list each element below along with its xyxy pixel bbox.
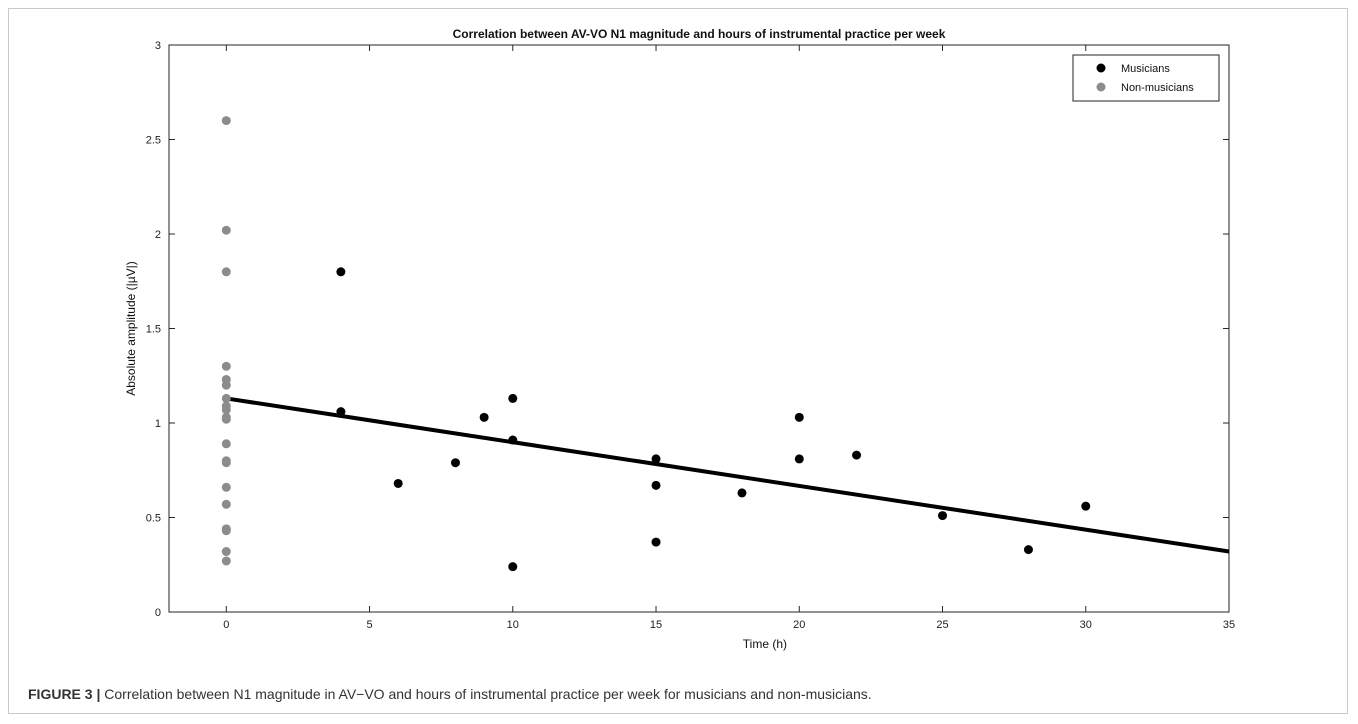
figure-frame bbox=[8, 8, 1348, 714]
point-non-musicians bbox=[221, 482, 231, 492]
x-tick-label: 35 bbox=[1223, 619, 1235, 631]
point-musicians bbox=[508, 393, 518, 403]
x-axis-title: Time (h) bbox=[743, 637, 787, 651]
point-non-musicians bbox=[221, 414, 231, 424]
point-non-musicians bbox=[221, 393, 231, 403]
point-musicians bbox=[1081, 501, 1091, 511]
caption-separator: | bbox=[96, 686, 101, 702]
x-tick-label: 30 bbox=[1080, 619, 1092, 631]
point-non-musicians bbox=[221, 116, 231, 126]
point-musicians bbox=[651, 454, 661, 464]
point-musicians bbox=[852, 450, 862, 460]
point-musicians bbox=[393, 478, 403, 488]
x-tick-label: 10 bbox=[507, 619, 519, 631]
legend-label-non-musicians: Non-musicians bbox=[1121, 82, 1194, 94]
legend-marker-non-musicians bbox=[1096, 82, 1106, 92]
point-musicians bbox=[794, 454, 804, 464]
y-tick-label: 0 bbox=[155, 607, 161, 619]
regression-line bbox=[225, 396, 1230, 554]
x-tick-label: 25 bbox=[936, 619, 948, 631]
point-non-musicians bbox=[221, 361, 231, 371]
caption-label: FIGURE 3 bbox=[28, 686, 93, 702]
point-musicians bbox=[450, 458, 460, 468]
legend-box bbox=[1072, 54, 1220, 102]
x-tick-label: 15 bbox=[650, 619, 662, 631]
point-non-musicians bbox=[221, 439, 231, 449]
point-musicians bbox=[508, 435, 518, 445]
axes-layer: 0 5 10 15 20 25 30 35 0 0.5 1 1.5 2 2.5 3 bbox=[146, 40, 1235, 631]
point-musicians bbox=[508, 562, 518, 572]
y-axis-title: Absolute amplitude (|µV|) bbox=[124, 261, 138, 396]
scatter-chart: Correlation between AV-VO N1 magnitude a… bbox=[124, 27, 1235, 651]
y-tick-label: 0.5 bbox=[146, 513, 161, 525]
point-non-musicians bbox=[221, 225, 231, 235]
figure-caption: FIGURE 3 | Correlation between N1 magnit… bbox=[28, 686, 872, 702]
y-tick-label: 2 bbox=[155, 229, 161, 241]
y-tick-label: 3 bbox=[155, 40, 161, 52]
point-non-musicians bbox=[221, 499, 231, 509]
y-tick-label: 1.5 bbox=[146, 324, 161, 336]
legend-label-musicians: Musicians bbox=[1121, 63, 1170, 75]
point-non-musicians bbox=[221, 526, 231, 536]
fit-line-layer bbox=[225, 396, 1230, 554]
chart-title: Correlation between AV-VO N1 magnitude a… bbox=[453, 27, 946, 41]
y-tick-label: 1 bbox=[155, 418, 161, 430]
point-musicians bbox=[938, 511, 948, 521]
points-layer bbox=[221, 116, 1091, 572]
x-tick-label: 20 bbox=[793, 619, 805, 631]
point-musicians bbox=[794, 412, 804, 422]
point-musicians bbox=[651, 537, 661, 547]
point-non-musicians bbox=[221, 547, 231, 557]
x-tick-label: 5 bbox=[366, 619, 372, 631]
point-musicians bbox=[1023, 545, 1033, 555]
caption-text: Correlation between N1 magnitude in AV−V… bbox=[104, 686, 872, 702]
x-tick-label: 0 bbox=[223, 619, 229, 631]
point-musicians bbox=[737, 488, 747, 498]
legend: Musicians Non-musicians bbox=[1072, 54, 1220, 102]
point-musicians bbox=[336, 407, 346, 417]
y-tick-label: 2.5 bbox=[146, 135, 161, 147]
point-musicians bbox=[479, 412, 489, 422]
legend-marker-musicians bbox=[1096, 63, 1106, 73]
point-non-musicians bbox=[221, 458, 231, 468]
point-non-musicians bbox=[221, 556, 231, 566]
point-non-musicians bbox=[221, 405, 231, 415]
point-non-musicians bbox=[221, 380, 231, 390]
point-musicians bbox=[651, 480, 661, 490]
point-non-musicians bbox=[221, 267, 231, 277]
point-musicians bbox=[336, 267, 346, 277]
